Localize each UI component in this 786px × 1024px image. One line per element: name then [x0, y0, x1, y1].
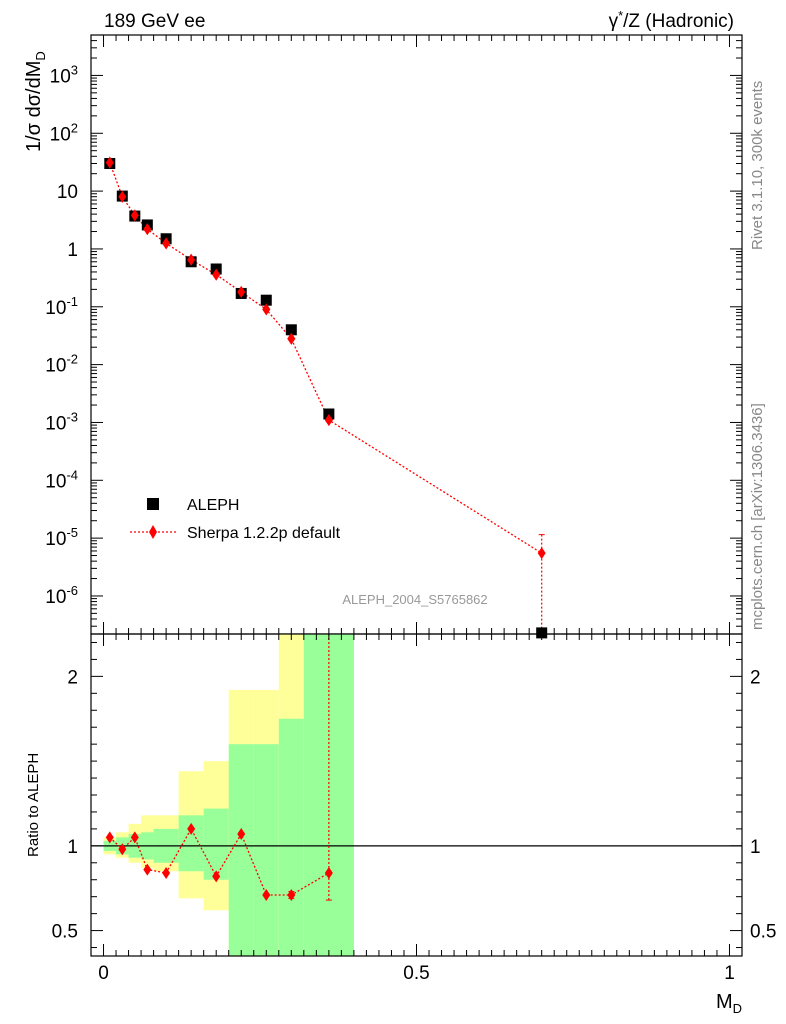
ratio-panel: 0.5 0.51 12 20 0.5 1 Ratio to ALEPH MD	[25, 633, 776, 1016]
mcplots-label: mcplots.cern.ch [arXiv:1306.3436]	[749, 403, 766, 630]
sherpa-point-overlay	[237, 286, 246, 299]
sherpa-point-overlay	[287, 332, 296, 345]
ratio-x-tick-label: 1	[724, 963, 735, 984]
legend-sherpa-marker	[149, 525, 157, 539]
sherpa-point-overlay	[130, 209, 139, 222]
main-y-tick-label: 1	[67, 240, 78, 261]
sherpa-point-overlay	[143, 223, 152, 236]
sherpa-line	[109, 162, 543, 554]
ratio-point	[324, 866, 333, 879]
ratio-point	[287, 888, 296, 901]
sherpa-point-overlay	[118, 190, 127, 203]
sherpa-point-overlay	[262, 303, 271, 316]
ratio-y-tick-label-right: 2	[750, 667, 761, 688]
main-y-tick-label: 10-2	[45, 352, 78, 377]
main-y-tick-label: 10-6	[45, 583, 78, 608]
ratio-point	[130, 831, 139, 844]
aleph-point	[260, 294, 272, 306]
main-y-tick-label: 10-4	[45, 467, 78, 492]
sherpa-point-overlay	[162, 237, 171, 250]
ratio-band-inner	[278, 718, 304, 956]
ratio-band-inner	[228, 744, 254, 956]
ratio-y-tick-label-right: 1	[750, 837, 761, 858]
main-panel: 10-6 10-5 10-4 10-3 10-2 10-1 1 10 102 103 ALEPH_…	[23, 34, 743, 639]
main-y-tick-label: 10-5	[45, 525, 78, 550]
main-axes: 10-6 10-5 10-4 10-3 10-2 10-1 1 10 102 103	[45, 34, 743, 635]
ratio-point	[162, 866, 171, 879]
main-y-tick-label: 103	[50, 62, 78, 87]
ratio-y-tick-label: 0.5	[52, 922, 78, 943]
ratio-band-inner	[253, 744, 279, 956]
ratio-point	[118, 843, 127, 856]
legend-aleph-label: ALEPH	[187, 497, 239, 514]
main-y-tick-label: 10-3	[45, 409, 78, 434]
header-energy-label: 189 GeV ee	[104, 11, 205, 32]
aleph-point	[323, 408, 335, 420]
main-ylabel: 1/σ dσ/dMD	[23, 51, 48, 152]
ratio-sherpa-series	[105, 633, 333, 901]
sherpa-point-overlay	[212, 268, 221, 281]
ratio-y-tick-label: 1	[67, 837, 78, 858]
ratio-point	[187, 822, 196, 835]
ratio-point	[262, 888, 271, 901]
ratio-y-tick-label: 2	[67, 667, 78, 688]
main-y-tick-label: 10-1	[45, 294, 78, 319]
rivet-version-label: Rivet 3.1.10, 300k events	[749, 81, 766, 250]
sherpa-point-overlay	[105, 156, 114, 169]
sherpa-point-overlay	[187, 253, 196, 266]
ratio-ylabel: Ratio to ALEPH	[25, 753, 42, 857]
legend-aleph-marker	[147, 498, 159, 510]
ratio-point	[143, 863, 152, 876]
ratio-point	[212, 870, 221, 883]
ratio-point	[237, 827, 246, 840]
sherpa-point-overlay	[324, 414, 333, 427]
header-process-label: γ*/Z (Hadronic)	[609, 8, 734, 32]
ratio-x-tick-label: 0.5	[403, 963, 429, 984]
ratio-x-tick-label: 0	[98, 963, 109, 984]
ratio-band-inner	[203, 808, 229, 880]
ratio-axes: 0.5 0.5 1 1 2 2 0 0.5 1	[52, 633, 776, 984]
legend: ALEPH Sherpa 1.2.2p default	[130, 497, 341, 542]
ratio-point	[105, 831, 114, 844]
aleph-series	[104, 156, 548, 639]
sherpa-point	[537, 547, 546, 560]
aleph-point	[285, 324, 297, 336]
watermark-label: ALEPH_2004_S5765862	[342, 592, 487, 607]
ratio-line	[109, 827, 330, 896]
main-y-tick-label: 102	[50, 120, 78, 145]
main-y-tick-label: 10	[57, 182, 78, 203]
ratio-y-tick-label-right: 0.5	[750, 922, 776, 943]
legend-sherpa-label: Sherpa 1.2.2p default	[187, 525, 341, 542]
